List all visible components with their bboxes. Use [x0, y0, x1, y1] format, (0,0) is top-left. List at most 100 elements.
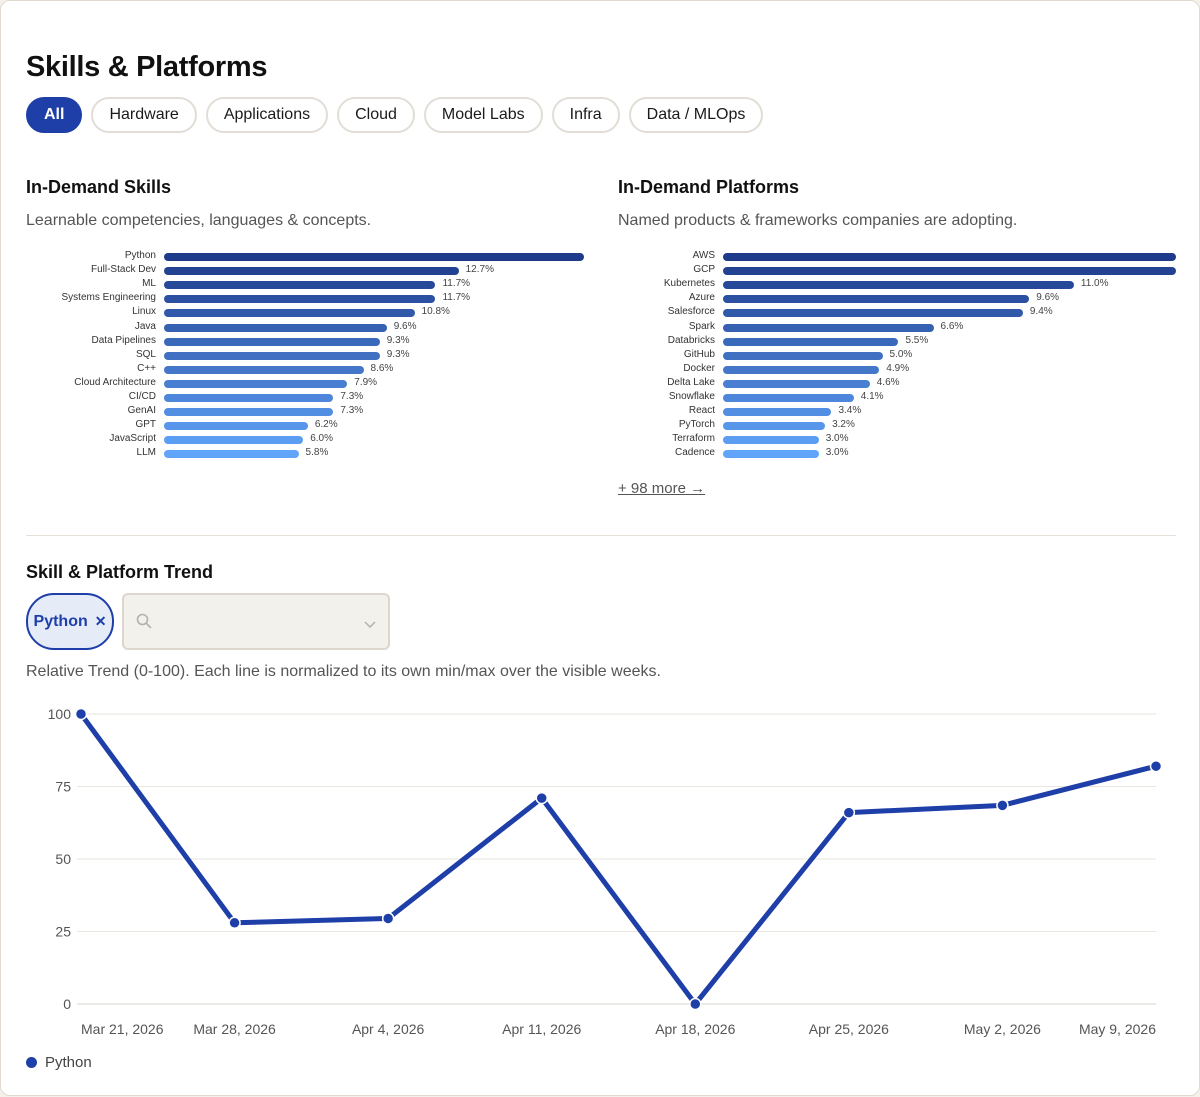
data-point[interactable]: [1149, 759, 1163, 773]
more-platforms-link[interactable]: + 98 more →: [618, 480, 706, 497]
bar-label: JavaScript: [109, 433, 156, 445]
bar[interactable]: [723, 337, 899, 346]
legend-swatch: [26, 1057, 37, 1068]
bar[interactable]: [164, 337, 380, 346]
bar[interactable]: [723, 365, 880, 374]
bar-value-label: 4.6%: [876, 376, 900, 388]
bar-value-label: 9.6%: [393, 320, 417, 332]
data-point[interactable]: [228, 916, 241, 930]
data-point[interactable]: [689, 997, 702, 1011]
chevron-down-icon: [364, 616, 376, 634]
filter-chip-model-labs[interactable]: Model Labs: [423, 97, 543, 133]
bar[interactable]: [164, 309, 415, 318]
bar-label: Python: [124, 250, 156, 261]
bar[interactable]: [164, 422, 308, 431]
trend-search-select[interactable]: [122, 593, 390, 650]
bar-label: AWS: [692, 250, 715, 261]
bar-value-label: 9.3%: [386, 334, 410, 346]
data-point[interactable]: [996, 799, 1009, 812]
bar[interactable]: [723, 450, 819, 459]
bar[interactable]: [164, 408, 334, 417]
bar-value-label: 3.0%: [825, 433, 849, 445]
bar[interactable]: [164, 323, 387, 332]
y-tick-label: 100: [48, 706, 72, 722]
y-tick-label: 25: [55, 924, 71, 940]
bar-value-label: 11.0%: [1080, 278, 1109, 290]
bar-label: Systems Engineering: [61, 292, 157, 304]
x-tick-label: May 9, 2026: [1079, 1021, 1156, 1037]
bar-label: Delta Lake: [667, 376, 715, 388]
bar-label: GenAI: [127, 405, 156, 417]
bar[interactable]: [723, 309, 1023, 318]
bar[interactable]: [723, 436, 819, 445]
bar-label: Salesforce: [667, 306, 715, 318]
bar[interactable]: [164, 281, 436, 290]
search-icon: [136, 613, 152, 634]
bar[interactable]: [164, 394, 334, 402]
bar-label: GCP: [693, 264, 715, 276]
bar[interactable]: [723, 422, 826, 431]
section-divider: [26, 535, 1176, 536]
bar-label: Kubernetes: [663, 278, 715, 290]
bar[interactable]: [164, 253, 584, 261]
bar[interactable]: [723, 267, 1176, 276]
platforms-subtitle: Named products & frameworks companies ar…: [618, 212, 1018, 229]
data-point[interactable]: [535, 791, 548, 805]
category-filter-bar: All Hardware Applications Cloud Model Labs In…: [26, 97, 764, 133]
filter-chip-cloud[interactable]: Cloud: [337, 97, 415, 133]
bar-value-label: 10.8%: [421, 306, 450, 318]
bar-label: React: [688, 405, 715, 417]
bar[interactable]: [164, 295, 436, 304]
bar[interactable]: [723, 295, 1030, 304]
x-tick-label: Mar 28, 2026: [193, 1021, 276, 1037]
bar[interactable]: [723, 394, 854, 402]
bar[interactable]: [164, 267, 459, 276]
series-line-python: [78, 711, 1159, 1007]
bar-value-label: 5.5%: [905, 334, 929, 346]
bar-value-label: 11.7%: [442, 292, 471, 304]
bar-value-label: 11.7%: [442, 278, 471, 290]
filter-chip-infra[interactable]: Infra: [551, 97, 620, 133]
trend-description: Relative Trend (0-100). Each line is nor…: [26, 663, 661, 680]
bar-label: Linux: [132, 306, 156, 318]
bar[interactable]: [723, 253, 1176, 261]
bar-label: LLM: [136, 447, 156, 459]
close-icon[interactable]: ✕: [94, 613, 107, 629]
data-point[interactable]: [842, 806, 856, 819]
bar-value-label: 7.3%: [340, 391, 364, 402]
filter-chip-all[interactable]: All: [26, 97, 83, 133]
bar-label: Cadence: [674, 447, 715, 459]
bar[interactable]: [723, 323, 934, 332]
filter-chip-hardware[interactable]: Hardware: [91, 97, 197, 133]
platforms-bar-chart: AWS GCP Kubernetes 11.0% Azure 9.6% Salesforce…: [618, 250, 1178, 461]
bar-value-label: 12.7%: [465, 264, 494, 276]
bar[interactable]: [723, 281, 1074, 290]
bar[interactable]: [164, 379, 348, 388]
skills-title: In-Demand Skills: [26, 177, 172, 197]
bar-value-label: 3.0%: [825, 447, 849, 459]
bar-label: GitHub: [683, 348, 715, 360]
bar-value-label: 9.4%: [1029, 306, 1053, 318]
filter-chip-applications[interactable]: Applications: [205, 97, 329, 133]
bar[interactable]: [164, 365, 364, 374]
legend-label: Python: [45, 1054, 92, 1071]
bar-value-label: 6.6%: [940, 320, 964, 332]
y-tick-label: 0: [63, 996, 71, 1012]
bar-value-label: 4.1%: [860, 391, 884, 402]
bar-value-label: 9.3%: [386, 348, 410, 360]
bar-label: Docker: [683, 362, 715, 374]
bar[interactable]: [723, 408, 832, 417]
filter-chip-data-mlops[interactable]: Data / MLOps: [628, 97, 764, 133]
x-tick-label: May 2, 2026: [964, 1021, 1041, 1037]
bar-label: SQL: [135, 348, 156, 360]
bar[interactable]: [723, 379, 870, 388]
bar-value-label: 3.2%: [832, 419, 855, 431]
data-point[interactable]: [381, 912, 395, 925]
bar-label: ML: [142, 278, 156, 290]
trend-title: Skill & Platform Trend: [26, 562, 214, 582]
bar[interactable]: [164, 436, 304, 445]
bar[interactable]: [164, 450, 299, 459]
bar[interactable]: [164, 351, 380, 360]
data-point[interactable]: [74, 707, 88, 721]
bar[interactable]: [723, 351, 883, 360]
